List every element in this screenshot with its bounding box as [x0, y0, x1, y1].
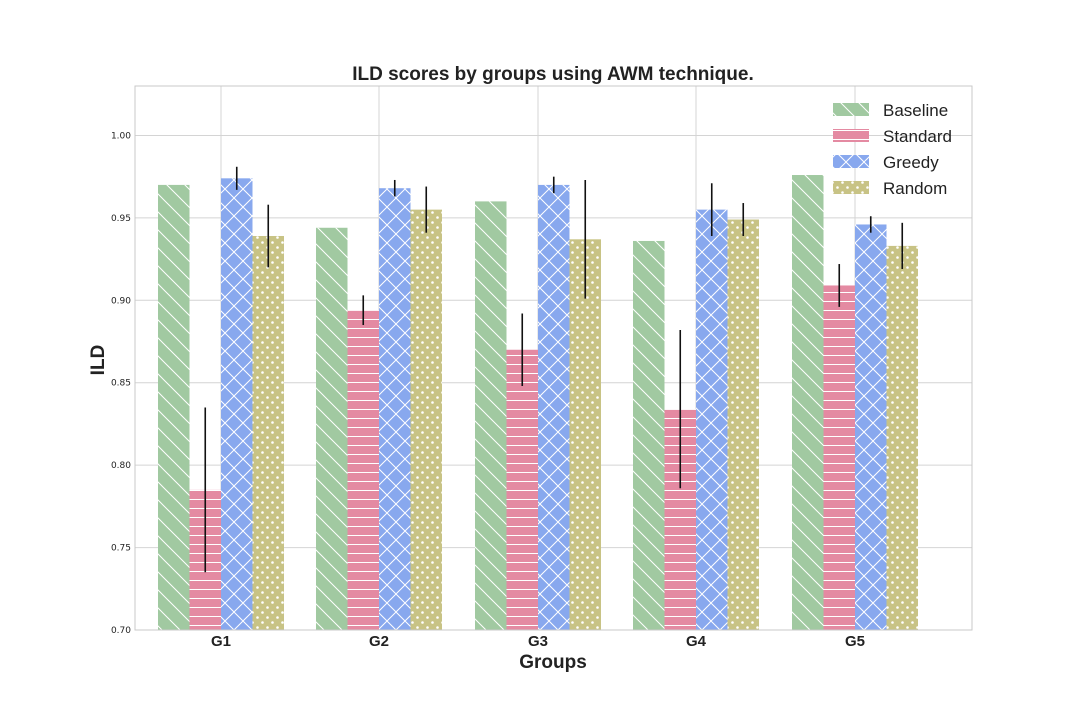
error-bars	[204, 166, 904, 573]
bar-hatch-standard-g2	[347, 310, 379, 630]
y-tick-label: 0.70	[111, 626, 131, 636]
chart-title: ILD scores by groups using AWM technique…	[352, 64, 754, 85]
bar-hatch-greedy-g2	[379, 188, 411, 630]
legend-label-standard: Standard	[883, 127, 952, 146]
bar-hatch-baseline-g3	[475, 201, 507, 631]
legend: Baseline Standard Greedy Random	[833, 101, 952, 198]
y-tick-label: 0.95	[111, 214, 131, 224]
y-tick-labels: 0.70 0.75 0.80 0.85 0.90 0.95 1.00	[111, 131, 131, 636]
x-tick-label: G1	[211, 633, 231, 650]
bar-hatch-random-g4	[727, 219, 759, 630]
legend-label-baseline: Baseline	[883, 101, 948, 120]
bar-hatch-greedy-g3	[538, 184, 570, 630]
legend-label-greedy: Greedy	[883, 153, 939, 172]
bar-hatch-baseline-g2	[316, 227, 348, 630]
x-tick-label: G2	[369, 633, 389, 650]
x-tick-label: G5	[845, 633, 865, 650]
bar-hatch-greedy-g5	[855, 224, 887, 631]
bar-hatch-greedy-g4	[696, 209, 728, 631]
legend-swatch-hatch-standard	[833, 129, 869, 142]
y-tick-label: 1.00	[111, 131, 131, 141]
bar-hatch-greedy-g1	[221, 178, 253, 630]
x-tick-label: G3	[528, 633, 548, 650]
bar-hatch-baseline-g4	[633, 240, 665, 630]
y-tick-label: 0.75	[111, 544, 131, 554]
bar-hatch-standard-g3	[506, 349, 538, 630]
bar-hatch-random-g3	[569, 239, 601, 631]
bar-hatch-baseline-g1	[158, 184, 190, 630]
x-tick-label: G4	[686, 633, 707, 650]
y-axis-label: ILD	[88, 345, 109, 376]
y-tick-label: 0.85	[111, 379, 131, 389]
legend-swatch-hatch-random	[833, 181, 869, 194]
bar-hatch-random-g1	[252, 236, 284, 630]
x-axis-label: Groups	[519, 652, 587, 673]
bar-hatch-random-g5	[886, 245, 918, 631]
bars	[158, 175, 918, 631]
legend-label-random: Random	[883, 179, 947, 198]
x-tick-labels: G1 G2 G3 G4 G5	[211, 633, 865, 650]
bar-hatch-baseline-g5	[792, 175, 824, 630]
bar-hatch-random-g2	[410, 209, 442, 631]
bar-hatch-standard-g5	[823, 285, 855, 630]
y-tick-label: 0.90	[111, 296, 131, 306]
plot-frame	[134, 85, 973, 631]
legend-swatch-hatch-baseline	[833, 103, 869, 116]
y-tick-label: 0.80	[111, 461, 131, 471]
legend-swatch-hatch-greedy	[833, 155, 869, 168]
